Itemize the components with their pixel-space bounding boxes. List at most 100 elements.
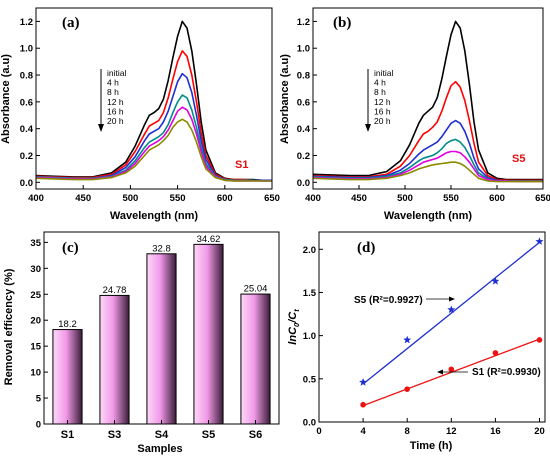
c-ytick-label: 15 bbox=[30, 342, 41, 353]
panel-b-xlabel: Wavelength (nm) bbox=[384, 210, 473, 222]
bar-category-label: S1 bbox=[61, 429, 74, 441]
b-xtick-label: 400 bbox=[305, 193, 321, 204]
c-ytick-label: 30 bbox=[30, 264, 41, 275]
panel-b-series bbox=[312, 20, 543, 183]
b-series-20-h bbox=[312, 161, 543, 183]
panel-b-label: (b) bbox=[333, 15, 351, 31]
c-ytick-label: 0 bbox=[36, 420, 41, 431]
d-xtick-label: 12 bbox=[446, 426, 457, 437]
panel-b-frame bbox=[312, 7, 544, 190]
panel-d-frame bbox=[318, 231, 546, 423]
ylabel-part-d: t bbox=[292, 309, 301, 312]
a-xtick-label: 400 bbox=[28, 193, 44, 204]
panel-a: 400 450 500 550 600 6500.00.20.40.60.81.01.2 … bbox=[0, 7, 280, 222]
d-ytick-label: 1.0 bbox=[303, 331, 316, 342]
panel-d-xlabel: Time (h) bbox=[410, 440, 453, 452]
b-legend-entry: 20 h bbox=[374, 116, 391, 126]
panel-b-legend-arrowhead bbox=[365, 124, 371, 132]
a-xtick-label: 650 bbox=[264, 193, 280, 204]
panel-b-ticks: 400 450 500 550 600 650 0.0 0.2 0.4 0.6 0.8 1.0 1.2 bbox=[297, 17, 550, 204]
panel-c: 18.2 24.78 32.8 34.62 25.04 S1 S3 S4 S5 S6 0 5 10 15… bbox=[3, 231, 280, 455]
panel-d-s5-pointer-head bbox=[449, 296, 455, 302]
panel-d-s1-pointer-head bbox=[437, 369, 443, 375]
bar-value-label: 18.2 bbox=[58, 319, 77, 330]
bar-value-label: 24.78 bbox=[103, 285, 127, 296]
panel-d-series bbox=[359, 237, 544, 408]
panel-d-ticks: 0 4 8 12 16 20 0.0 0.5 1.0 1.5 2.0 bbox=[303, 245, 545, 437]
a-xtick-label: 450 bbox=[75, 193, 91, 204]
d-ytick-label: 2.0 bbox=[303, 245, 316, 256]
a-xtick-label: 600 bbox=[217, 193, 233, 204]
panel-b-ylabel: Absorbance (a.u) bbox=[279, 54, 291, 144]
c-ytick-label: 35 bbox=[30, 238, 41, 249]
panel-c-label: (c) bbox=[62, 240, 79, 256]
panel-a-series bbox=[35, 20, 272, 182]
a-ytick-label: 0.6 bbox=[20, 97, 33, 108]
bar-S6 bbox=[240, 293, 271, 425]
a-legend-entry: 20 h bbox=[107, 116, 124, 126]
d-xtick-label: 8 bbox=[405, 426, 410, 437]
panel-c-ticks: S1 S3 S4 S5 S6 0 5 10 15 20 25 30 35 bbox=[30, 238, 262, 441]
c-ytick-label: 20 bbox=[30, 316, 41, 327]
a-legend-entry: 8 h bbox=[107, 87, 119, 97]
point-S1 bbox=[536, 337, 543, 343]
point-S1 bbox=[404, 386, 410, 392]
a-xtick-label: 550 bbox=[170, 193, 186, 204]
d-ytick-label: 0.5 bbox=[303, 374, 317, 385]
d-xtick-label: 16 bbox=[490, 426, 501, 437]
d-xtick-label: 0 bbox=[316, 426, 321, 437]
a-legend-entry: 16 h bbox=[107, 106, 124, 116]
bar-S1 bbox=[52, 329, 83, 425]
point-S5 bbox=[535, 237, 544, 245]
d-ytick-label: 1.5 bbox=[303, 288, 317, 299]
bar-value-label: 34.62 bbox=[197, 234, 221, 245]
panel-b-sample-label: S5 bbox=[512, 153, 525, 165]
panel-c-ylabel: Removal efficency (%) bbox=[3, 268, 15, 385]
panel-d-s1-label: S1 (R²=0.9930) bbox=[472, 367, 541, 378]
b-xtick-label: 450 bbox=[351, 193, 367, 204]
d-xtick-label: 4 bbox=[360, 426, 366, 437]
b-ytick-label: 1.2 bbox=[297, 17, 310, 28]
d-xtick-label: 20 bbox=[534, 426, 545, 437]
panel-d-ylabel: lnC0/Ct bbox=[287, 309, 301, 345]
b-legend-entry: 16 h bbox=[374, 106, 391, 116]
point-S5 bbox=[403, 335, 412, 344]
a-ytick-label: 0.8 bbox=[20, 71, 33, 82]
a-legend-entry: 4 h bbox=[107, 78, 119, 88]
b-legend-entry: 12 h bbox=[374, 97, 391, 107]
bar-value-label: 25.04 bbox=[244, 284, 268, 295]
panel-d: 0 4 8 12 16 20 0.0 0.5 1.0 1.5 2.0 (d) S5 (R²=0.99… bbox=[287, 231, 546, 452]
panel-c-xlabel: Samples bbox=[137, 443, 182, 455]
b-ytick-label: 0.8 bbox=[297, 71, 310, 82]
d-ytick-label: 0.0 bbox=[303, 418, 316, 429]
a-ytick-label: 0.2 bbox=[20, 151, 33, 162]
point-S5 bbox=[447, 305, 456, 314]
panel-a-label: (a) bbox=[62, 15, 80, 31]
ylabel-part-c: /C bbox=[287, 311, 299, 324]
a-xtick-label: 500 bbox=[122, 193, 138, 204]
panel-b: 400 450 500 550 600 6500.00.20.40.60.81.01.2 … bbox=[279, 7, 550, 222]
panel-c-bars: 18.2 24.78 32.8 34.62 25.04 bbox=[52, 234, 271, 425]
bar-category-label: S4 bbox=[155, 429, 169, 441]
a-ytick-label: 1.0 bbox=[20, 44, 33, 55]
point-S1 bbox=[448, 366, 455, 373]
ylabel-part-a: lnC bbox=[287, 326, 299, 345]
b-legend-entry: 8 h bbox=[374, 87, 386, 97]
b-xtick-label: 500 bbox=[397, 193, 413, 204]
panel-a-frame bbox=[35, 7, 273, 190]
bar-S4 bbox=[146, 253, 177, 425]
c-ytick-label: 25 bbox=[30, 290, 41, 301]
b-legend-entry: initial bbox=[374, 68, 393, 78]
b-xtick-label: 550 bbox=[443, 193, 459, 204]
b-ytick-label: 1.0 bbox=[297, 44, 310, 55]
panel-d-label: (d) bbox=[357, 240, 375, 256]
point-S5 bbox=[359, 378, 368, 386]
b-legend-entry: 4 h bbox=[374, 78, 386, 88]
b-xtick-label: 600 bbox=[489, 193, 505, 204]
point-S5 bbox=[491, 277, 500, 285]
a-ytick-label: 0.4 bbox=[20, 124, 34, 135]
b-series-initial bbox=[312, 20, 543, 181]
a-series-initial bbox=[35, 20, 272, 182]
